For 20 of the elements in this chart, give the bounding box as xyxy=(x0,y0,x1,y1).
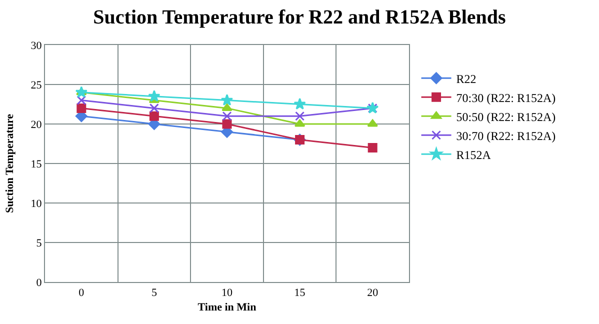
legend-label: 70:30 (R22: R152A) xyxy=(456,90,556,105)
x-tick-label: 10 xyxy=(222,287,233,300)
y-tick-label: 5 xyxy=(36,237,42,250)
y-tick-label: 0 xyxy=(36,276,42,289)
x-axis-title: Time in Min xyxy=(198,301,256,314)
legend-label: 50:50 (R22: R152A) xyxy=(456,110,556,124)
y-tick-label: 25 xyxy=(30,79,42,92)
x-tick-label: 5 xyxy=(151,287,158,300)
legend-label: 30:70 (R22: R152A) xyxy=(456,128,556,143)
x-tick-label: 20 xyxy=(367,287,379,300)
x-tick-label: 15 xyxy=(294,287,306,300)
y-axis-title: Suction Temperature xyxy=(4,114,16,214)
y-tick-label: 30 xyxy=(30,40,42,52)
y-tick-label: 20 xyxy=(30,118,42,131)
y-tick-label: 10 xyxy=(30,198,42,210)
x-tick-label: 0 xyxy=(78,287,85,300)
chart-title: Suction Temperature for R22 and R152A Blends xyxy=(93,6,506,29)
legend-label: R152A xyxy=(456,148,492,162)
legend-label: R22 xyxy=(456,72,476,86)
y-tick-label: 15 xyxy=(30,158,42,170)
